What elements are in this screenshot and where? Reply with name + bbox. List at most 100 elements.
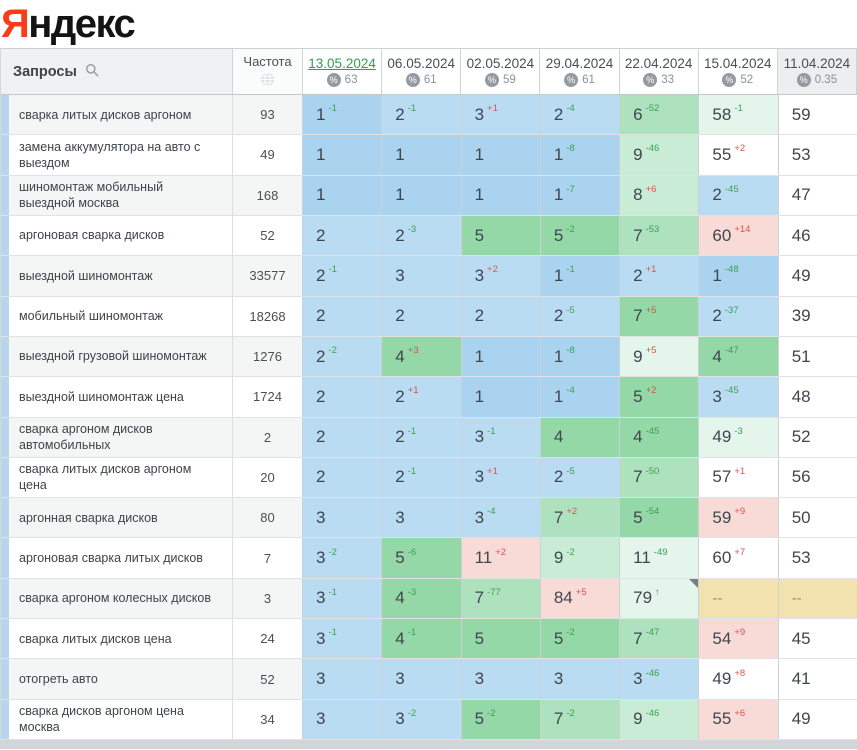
position-cell[interactable]: 55 +6	[699, 699, 779, 739]
position-cell[interactable]: 3	[382, 256, 462, 296]
position-cell[interactable]: 58 -1	[699, 95, 779, 135]
position-cell[interactable]: 5 +2	[620, 377, 700, 417]
query-cell[interactable]: выездной шиномонтаж цена	[9, 377, 233, 417]
position-cell[interactable]: 47	[778, 175, 857, 215]
position-cell[interactable]: 4 -45	[620, 417, 700, 457]
position-cell[interactable]: 3 +1	[461, 95, 541, 135]
position-cell[interactable]: 50	[778, 498, 857, 538]
position-cell[interactable]: 5 -6	[382, 538, 462, 578]
date-column-header-4[interactable]: 22.04.2024 % 33	[619, 49, 699, 94]
position-cell[interactable]: 7 -2	[540, 699, 621, 739]
position-cell[interactable]: 2 -1	[382, 417, 462, 457]
position-cell[interactable]: 5 -2	[540, 619, 621, 659]
position-cell[interactable]: 53	[778, 135, 857, 175]
position-cell[interactable]: 3 -46	[620, 659, 700, 699]
position-cell[interactable]: 1 -4	[540, 377, 621, 417]
position-cell[interactable]: 51	[778, 336, 857, 377]
query-cell[interactable]: выездной грузовой шиномонтаж	[9, 336, 233, 377]
position-cell[interactable]: 5	[461, 215, 541, 256]
position-cell[interactable]: 7 +2	[540, 498, 621, 538]
position-cell[interactable]: 3	[461, 659, 541, 699]
position-cell[interactable]: 54 +9	[699, 619, 779, 659]
position-cell[interactable]: 1	[461, 135, 541, 175]
position-cell[interactable]: 1	[303, 175, 383, 215]
position-cell[interactable]: 2 -3	[382, 215, 462, 256]
position-cell[interactable]: 60 +7	[699, 538, 779, 578]
position-cell[interactable]: 1 -48	[699, 256, 779, 296]
position-cell[interactable]: 49	[778, 256, 857, 296]
query-cell[interactable]: отогреть авто	[9, 659, 233, 699]
position-cell[interactable]: 3 -4	[461, 498, 541, 538]
position-cell[interactable]: 53	[778, 538, 857, 578]
position-cell[interactable]: --	[778, 578, 857, 619]
date-label[interactable]: 11.04.2024	[783, 56, 851, 71]
position-cell[interactable]: 49 -3	[699, 417, 779, 457]
queries-column-header[interactable]: Запросы	[1, 49, 233, 94]
position-cell[interactable]: 11 +2	[461, 538, 541, 578]
query-cell[interactable]: сварка дисков аргоном цена москва	[9, 699, 233, 739]
position-cell[interactable]: 4 -3	[382, 578, 462, 619]
position-cell[interactable]: 3 +1	[461, 457, 541, 498]
horizontal-scrollbar[interactable]	[0, 740, 857, 749]
position-cell[interactable]: 1 -1	[303, 95, 383, 135]
query-cell[interactable]: аргоновая сварка литых дисков	[9, 538, 233, 578]
position-cell[interactable]: 1 -7	[540, 175, 621, 215]
position-cell[interactable]: 4 -1	[382, 619, 462, 659]
position-cell[interactable]: 2 -2	[303, 336, 383, 377]
position-cell[interactable]: 2 -5	[540, 296, 621, 336]
query-cell[interactable]: мобильный шиномонтаж	[9, 296, 233, 336]
position-cell[interactable]: 6 -52	[620, 95, 700, 135]
position-cell[interactable]: 45	[778, 619, 857, 659]
position-cell[interactable]: 48	[778, 377, 857, 417]
date-label[interactable]: 02.05.2024	[466, 56, 535, 71]
date-column-header-0[interactable]: 13.05.2024 % 63	[303, 49, 383, 94]
position-cell[interactable]: 46	[778, 215, 857, 256]
position-cell[interactable]: 59	[778, 95, 857, 135]
position-cell[interactable]: 79 ↑	[620, 578, 700, 619]
query-cell[interactable]: сварка литых дисков цена	[9, 619, 233, 659]
position-cell[interactable]: 11 -49	[620, 538, 700, 578]
frequency-column-header[interactable]: Частота	[233, 49, 303, 94]
date-label[interactable]: 15.04.2024	[703, 56, 772, 71]
position-cell[interactable]: 9 -2	[540, 538, 621, 578]
position-cell[interactable]: 56	[778, 457, 857, 498]
position-cell[interactable]: 3	[382, 659, 462, 699]
query-cell[interactable]: аргоновая сварка дисков	[9, 215, 233, 256]
position-cell[interactable]: 7 -47	[620, 619, 700, 659]
query-cell[interactable]: аргонная сварка дисков	[9, 498, 233, 538]
query-cell[interactable]: сварка аргоном дисков автомобильных	[9, 417, 233, 457]
position-cell[interactable]: 3 -1	[461, 417, 541, 457]
query-cell[interactable]: сварка литых дисков аргоном	[9, 95, 233, 135]
search-icon[interactable]	[85, 63, 99, 81]
position-cell[interactable]: 41	[778, 659, 857, 699]
position-cell[interactable]: 1	[461, 377, 541, 417]
position-cell[interactable]: 49 +8	[699, 659, 779, 699]
position-cell[interactable]: 9 -46	[620, 699, 700, 739]
position-cell[interactable]: 2	[303, 215, 383, 256]
position-cell[interactable]: 3 -2	[303, 538, 383, 578]
query-cell[interactable]: выездной шиномонтаж	[9, 256, 233, 296]
position-cell[interactable]: 1	[461, 336, 541, 377]
position-cell[interactable]: 2	[382, 296, 462, 336]
position-cell[interactable]: 2	[303, 377, 383, 417]
position-cell[interactable]: 1 -1	[540, 256, 621, 296]
position-cell[interactable]: 1 -8	[540, 336, 621, 377]
date-column-header-2[interactable]: 02.05.2024 % 59	[461, 49, 541, 94]
date-column-header-1[interactable]: 06.05.2024 % 61	[382, 49, 462, 94]
position-cell[interactable]: 9 +5	[620, 336, 700, 377]
position-cell[interactable]: 3 +2	[461, 256, 541, 296]
position-cell[interactable]: 3	[303, 498, 383, 538]
position-cell[interactable]: --	[699, 578, 779, 619]
date-label[interactable]: 06.05.2024	[387, 56, 455, 71]
position-cell[interactable]: 5 -2	[461, 699, 541, 739]
position-cell[interactable]: 57 +1	[699, 457, 779, 498]
position-cell[interactable]: 2 +1	[620, 256, 700, 296]
position-cell[interactable]: 3	[540, 659, 621, 699]
position-cell[interactable]: 1 -8	[540, 135, 621, 175]
query-cell[interactable]: сварка литых дисков аргоном цена	[9, 457, 233, 498]
position-cell[interactable]: 9 -46	[620, 135, 700, 175]
date-column-header-5[interactable]: 15.04.2024 % 52	[698, 49, 778, 94]
date-column-header-6[interactable]: 11.04.2024 % 0.35	[777, 49, 857, 94]
position-cell[interactable]: 49	[778, 699, 857, 739]
date-label[interactable]: 29.04.2024	[545, 56, 614, 71]
